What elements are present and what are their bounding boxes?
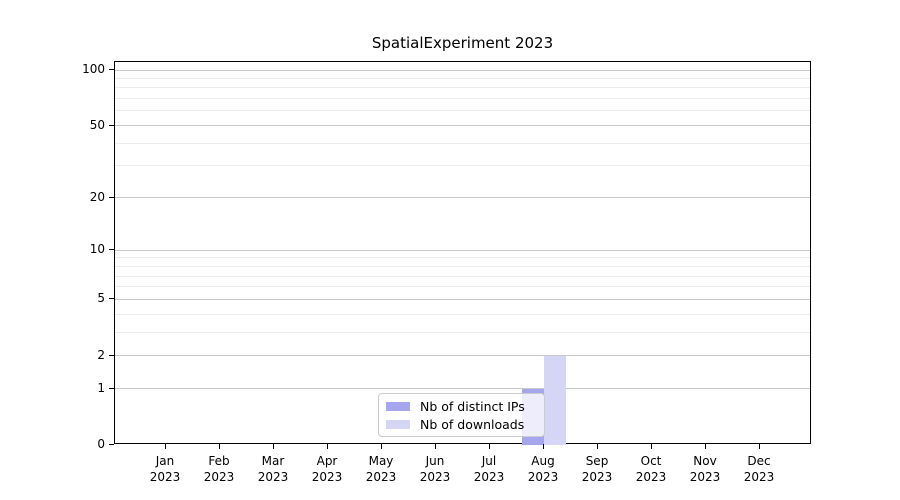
x-tick-label: Nov 2023 [675,453,735,485]
legend-item-distinct-ips: Nb of distinct IPs [386,398,537,414]
x-tick-year: 2023 [743,470,775,484]
minor-gridline [115,110,810,112]
major-gridline [115,69,810,71]
minor-gridline [115,142,810,144]
x-tick-mark [489,444,490,449]
x-tick-mark [219,444,220,449]
x-tick-year: 2023 [527,470,559,484]
major-gridline [115,298,810,300]
x-tick-month: Mar [261,454,285,468]
major-gridline [115,355,810,357]
minor-gridline [115,275,810,277]
x-tick-label: Jul 2023 [459,453,519,485]
x-tick-month: Aug [531,454,555,468]
x-tick-label: Feb 2023 [189,453,249,485]
x-tick-label: Apr 2023 [297,453,357,485]
x-tick-month: Jun [425,454,445,468]
x-tick-year: 2023 [419,470,451,484]
x-tick-label: Mar 2023 [243,453,303,485]
x-tick-label: Sep 2023 [567,453,627,485]
y-tick-mark [109,124,114,126]
minor-gridline [115,257,810,259]
x-tick-month: Feb [208,454,230,468]
x-tick-label: Jun 2023 [405,453,465,485]
major-gridline [115,249,810,251]
x-tick-label: Jan 2023 [135,453,195,485]
y-tick-label: 20 [89,189,105,204]
x-tick-month: May [368,454,394,468]
x-tick-mark [165,444,166,449]
minor-gridline [115,286,810,288]
y-tick-label: 2 [97,347,105,362]
x-tick-month: Apr [316,454,338,468]
y-tick-label: 1 [97,380,105,395]
x-tick-year: 2023 [311,470,343,484]
x-tick-month: Jul [481,454,497,468]
major-gridline [115,125,810,127]
x-tick-mark [273,444,274,449]
minor-gridline [115,77,810,79]
x-tick-mark [435,444,436,449]
y-tick-label: 50 [89,117,105,132]
legend-label-distinct-ips: Nb of distinct IPs [420,398,525,414]
x-tick-mark [651,444,652,449]
x-tick-month: Nov [693,454,717,468]
x-tick-label: Aug 2023 [513,453,573,485]
x-tick-year: 2023 [581,470,613,484]
y-tick-mark [109,444,114,445]
chart-title: SpatialExperiment 2023 [371,34,554,52]
minor-gridline [115,98,810,100]
y-tick-mark [109,387,114,389]
y-tick-mark [109,354,114,356]
plot-area: Nb of distinct IPs Nb of downloads [114,61,811,445]
y-tick-mark [109,298,114,300]
distinct-ips-swatch-icon [386,401,410,411]
x-tick-year: 2023 [473,470,505,484]
downloads-bar [544,355,566,445]
x-tick-mark [543,444,544,449]
x-tick-year: 2023 [203,470,235,484]
major-gridline [115,197,810,199]
x-tick-year: 2023 [365,470,397,484]
legend-item-downloads: Nb of downloads [386,416,537,432]
x-tick-label: Oct 2023 [621,453,681,485]
minor-gridline [115,87,810,89]
x-tick-mark [705,444,706,449]
y-tick-mark [109,69,114,70]
x-tick-mark [597,444,598,449]
x-tick-year: 2023 [149,470,181,484]
minor-gridline [115,331,810,333]
x-tick-year: 2023 [257,470,289,484]
downloads-swatch-icon [386,419,410,429]
minor-gridline [115,165,810,167]
x-tick-month: Sep [585,454,609,468]
x-tick-year: 2023 [635,470,667,484]
y-tick-label: 10 [89,242,105,257]
x-tick-month: Dec [747,454,771,468]
x-tick-month: Jan [155,454,175,468]
y-tick-label: 0 [97,437,105,451]
y-tick-label: 100 [82,62,105,76]
y-tick-mark [109,249,114,251]
x-tick-label: May 2023 [351,453,411,485]
y-tick-mark [109,196,114,198]
x-tick-mark [327,444,328,449]
minor-gridline [115,265,810,267]
x-tick-mark [381,444,382,449]
legend: Nb of distinct IPs Nb of downloads [378,393,545,437]
y-tick-label: 5 [97,291,105,306]
major-gridline [115,388,810,390]
legend-label-downloads: Nb of downloads [420,416,525,432]
x-tick-year: 2023 [689,470,721,484]
minor-gridline [115,313,810,315]
x-tick-month: Oct [640,454,662,468]
x-tick-label: Dec 2023 [729,453,789,485]
x-tick-mark [759,444,760,449]
